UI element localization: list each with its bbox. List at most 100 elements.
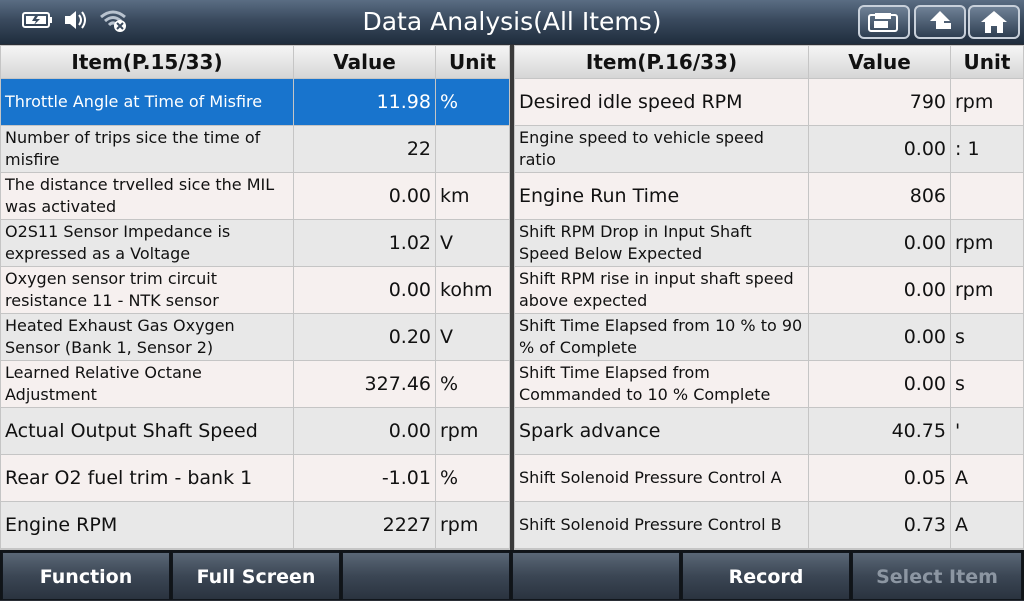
item-value: 806 [809,173,950,219]
volume-icon [62,8,90,36]
item-name: Spark advance [515,408,808,454]
item-name: Heated Exhaust Gas Oxygen Sensor (Bank 1… [1,314,293,360]
item-name: Engine speed to vehicle speed ratio [515,126,808,172]
table-row[interactable]: O2S11 Sensor Impedance is expressed as a… [1,220,509,266]
blank-button-1[interactable] [342,552,510,600]
item-unit: rpm [951,220,1023,266]
item-name: Shift Solenoid Pressure Control B [515,502,808,548]
right-data-panel: Item(P.16/33) Value Unit Desired idle sp… [514,45,1024,550]
table-row[interactable]: The distance trvelled sice the MIL was a… [1,173,509,219]
table-row[interactable]: Throttle Angle at Time of Misfire 11.98 … [1,79,509,125]
back-icon [930,11,951,29]
home-button[interactable] [968,5,1020,39]
left-data-panel: Item(P.15/33) Value Unit Throttle Angle … [0,45,510,550]
item-name: Actual Output Shaft Speed [1,408,293,454]
col-item-header: Item(P.15/33) [1,46,293,78]
back-button[interactable] [914,5,966,39]
item-value: 0.00 [809,220,950,266]
table-row[interactable]: Oxygen sensor trim circuit resistance 11… [1,267,509,313]
item-name: Engine Run Time [515,173,808,219]
table-row[interactable]: Learned Relative Octane Adjustment 327.4… [1,361,509,407]
blank-button-2[interactable] [512,552,680,600]
item-unit: s [951,314,1023,360]
item-value: 1.02 [294,220,435,266]
item-name: Shift RPM rise in input shaft speed abov… [515,267,808,313]
print-icon [868,13,898,32]
item-name: Oxygen sensor trim circuit resistance 11… [1,267,293,313]
table-row[interactable]: Engine Run Time 806 [515,173,1023,219]
item-unit: V [436,314,509,360]
item-unit: % [436,361,509,407]
item-value: 790 [809,79,950,125]
table-row[interactable]: Shift RPM rise in input shaft speed abov… [515,267,1023,313]
item-name: Shift RPM Drop in Input Shaft Speed Belo… [515,220,808,266]
full-screen-button[interactable]: Full Screen [172,552,340,600]
item-name: Shift Solenoid Pressure Control A [515,455,808,501]
item-value: 0.00 [294,173,435,219]
col-item-header: Item(P.16/33) [515,46,808,78]
item-name: Engine RPM [1,502,293,548]
bottom-toolbar: Function Full Screen Record Select Item [0,550,1024,600]
function-button[interactable]: Function [2,552,170,600]
item-value: 40.75 [809,408,950,454]
left-data-table: Item(P.15/33) Value Unit Throttle Angle … [0,45,510,549]
item-unit: % [436,455,509,501]
table-row[interactable]: Number of trips sice the time of misfire… [1,126,509,172]
item-unit: A [951,502,1023,548]
item-name: Number of trips sice the time of misfire [1,126,293,172]
table-row[interactable]: Shift Time Elapsed from Commanded to 10 … [515,361,1023,407]
print-button[interactable] [858,5,910,39]
item-unit: A [951,455,1023,501]
table-row[interactable]: Spark advance 40.75 ' [515,408,1023,454]
table-row[interactable]: Engine RPM 2227 rpm [1,502,509,548]
item-name: Shift Time Elapsed from 10 % to 90 % of … [515,314,808,360]
col-unit-header: Unit [436,46,509,78]
item-unit: km [436,173,509,219]
item-unit: rpm [436,408,509,454]
item-value: 0.00 [809,314,950,360]
table-row[interactable]: Engine speed to vehicle speed ratio 0.00… [515,126,1023,172]
item-unit: rpm [436,502,509,548]
wifi-off-icon [98,7,128,37]
select-item-button[interactable]: Select Item [852,552,1022,600]
right-data-table: Item(P.16/33) Value Unit Desired idle sp… [514,45,1024,549]
item-unit: V [436,220,509,266]
home-icon [981,11,1007,33]
item-unit: kohm [436,267,509,313]
item-value: 0.00 [809,361,950,407]
item-unit [951,173,1023,219]
item-name: Shift Time Elapsed from Commanded to 10 … [515,361,808,407]
item-value: 11.98 [294,79,435,125]
item-name: The distance trvelled sice the MIL was a… [1,173,293,219]
item-unit: s [951,361,1023,407]
item-value: 2227 [294,502,435,548]
item-unit: : 1 [951,126,1023,172]
table-row[interactable]: Desired idle speed RPM 790 rpm [515,79,1023,125]
item-value: 0.73 [809,502,950,548]
table-row[interactable]: Actual Output Shaft Speed 0.00 rpm [1,408,509,454]
item-value: -1.01 [294,455,435,501]
table-row[interactable]: Shift Solenoid Pressure Control B 0.73 A [515,502,1023,548]
item-value: 0.05 [809,455,950,501]
table-row[interactable]: Shift RPM Drop in Input Shaft Speed Belo… [515,220,1023,266]
item-name: Throttle Angle at Time of Misfire [1,79,293,125]
item-value: 327.46 [294,361,435,407]
panel-divider [510,45,514,550]
title-bar: Data Analysis(All Items) [0,0,1024,44]
item-unit: rpm [951,267,1023,313]
col-value-header: Value [809,46,950,78]
record-button[interactable]: Record [682,552,850,600]
item-name: Rear O2 fuel trim - bank 1 [1,455,293,501]
item-value: 0.00 [809,267,950,313]
item-value: 0.00 [294,408,435,454]
table-row[interactable]: Rear O2 fuel trim - bank 1 -1.01 % [1,455,509,501]
item-name: O2S11 Sensor Impedance is expressed as a… [1,220,293,266]
table-row[interactable]: Shift Time Elapsed from 10 % to 90 % of … [515,314,1023,360]
item-unit [436,126,509,172]
page-title: Data Analysis(All Items) [362,7,662,36]
table-row[interactable]: Heated Exhaust Gas Oxygen Sensor (Bank 1… [1,314,509,360]
table-row[interactable]: Shift Solenoid Pressure Control A 0.05 A [515,455,1023,501]
col-unit-header: Unit [951,46,1023,78]
col-value-header: Value [294,46,435,78]
item-value: 0.00 [294,267,435,313]
